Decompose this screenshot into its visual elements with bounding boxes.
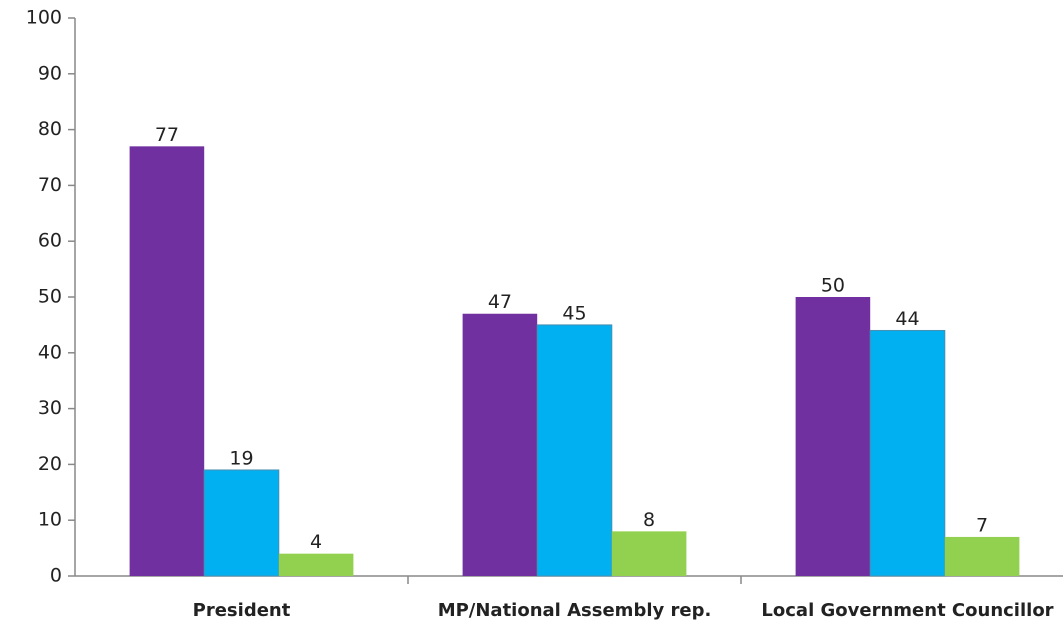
value-label: 44 <box>895 308 919 330</box>
value-label: 4 <box>310 531 322 553</box>
bar <box>278 553 354 576</box>
y-tick-label: 0 <box>50 565 62 587</box>
y-tick-label: 50 <box>38 286 62 308</box>
bar <box>536 324 613 577</box>
y-tick-label: 10 <box>38 509 62 531</box>
y-tick-label: 20 <box>38 453 62 475</box>
value-label: 47 <box>488 291 512 313</box>
value-label: 8 <box>643 509 655 531</box>
value-label: 45 <box>562 302 586 324</box>
value-label: 7 <box>976 514 988 536</box>
bar <box>944 536 1020 576</box>
value-label: 77 <box>155 124 179 146</box>
y-tick-label: 60 <box>38 230 62 252</box>
bar <box>203 469 280 577</box>
bar <box>795 297 871 576</box>
x-tick-label: Local Government Councillor <box>761 600 1053 621</box>
y-tick-label: 40 <box>38 341 62 363</box>
bar <box>611 531 687 576</box>
x-tick-label: MP/National Assembly rep. <box>438 600 712 621</box>
y-tick-label: 100 <box>26 7 62 29</box>
bar <box>129 146 205 576</box>
y-tick-label: 90 <box>38 62 62 84</box>
bar <box>462 313 538 576</box>
y-tick-label: 70 <box>38 174 62 196</box>
y-tick-label: 80 <box>38 118 62 140</box>
value-label: 19 <box>229 447 253 469</box>
x-tick-label: President <box>193 600 291 621</box>
y-tick-label: 30 <box>38 397 62 419</box>
value-label: 50 <box>821 275 845 297</box>
bar <box>869 329 946 577</box>
